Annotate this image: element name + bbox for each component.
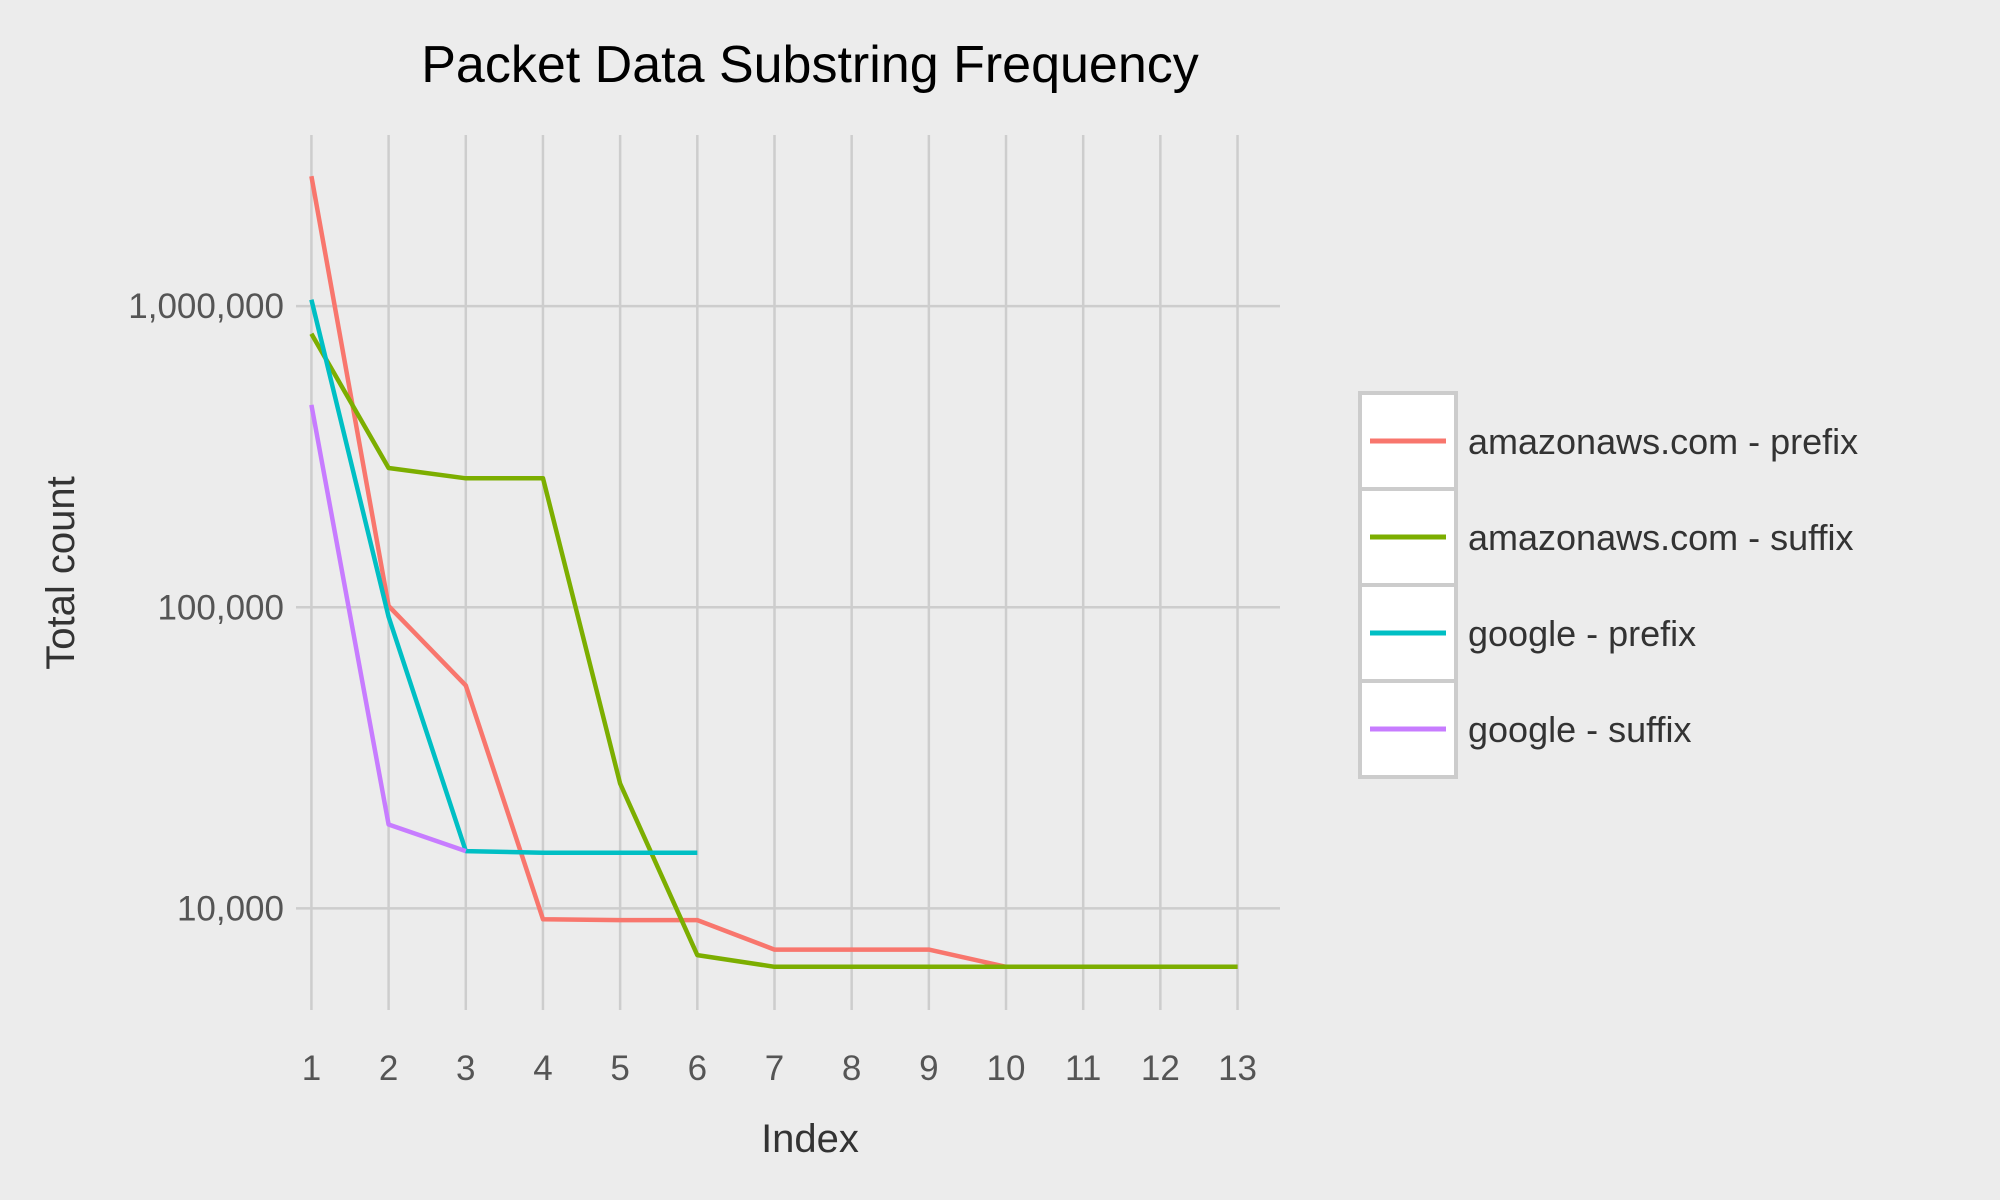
series-line bbox=[309, 404, 467, 854]
x-tick-label: 10 bbox=[987, 1049, 1026, 1088]
x-tick-label: 11 bbox=[1065, 1049, 1101, 1088]
series-line bbox=[309, 332, 1238, 970]
gridlines bbox=[296, 135, 1280, 1010]
legend-label: amazonaws.com - suffix bbox=[1468, 517, 1853, 558]
x-axis-title: Index bbox=[761, 1117, 859, 1161]
x-tick-label: 1 bbox=[302, 1049, 321, 1088]
legend: amazonaws.com - prefix amazonaws.com - su… bbox=[1358, 391, 1858, 779]
x-tick-label: 2 bbox=[379, 1049, 398, 1088]
y-tick-label: 100,000 bbox=[157, 588, 284, 627]
x-tick-label: 6 bbox=[688, 1049, 707, 1088]
series-line bbox=[309, 299, 698, 856]
x-tick-label: 3 bbox=[456, 1049, 475, 1088]
y-tick-label: 10,000 bbox=[177, 889, 284, 928]
legend-label: google - prefix bbox=[1468, 613, 1696, 654]
x-tick-label: 13 bbox=[1218, 1049, 1257, 1088]
x-tick-label: 12 bbox=[1141, 1049, 1180, 1088]
y-axis-tick-labels: 10,000 100,000 1,000,000 bbox=[128, 287, 284, 928]
x-tick-label: 9 bbox=[919, 1049, 938, 1088]
x-tick-label: 7 bbox=[765, 1049, 784, 1088]
legend-label: google - suffix bbox=[1468, 709, 1691, 750]
x-tick-label: 8 bbox=[842, 1049, 861, 1088]
legend-label: amazonaws.com - prefix bbox=[1468, 421, 1858, 462]
y-tick-label: 1,000,000 bbox=[128, 287, 284, 326]
x-tick-label: 4 bbox=[533, 1049, 552, 1088]
x-axis-tick-labels: 1 2 3 4 5 6 7 8 9 10 11 12 13 bbox=[302, 1049, 1257, 1088]
chart-title: Packet Data Substring Frequency bbox=[421, 36, 1199, 94]
series-lines bbox=[309, 175, 1238, 970]
y-axis-title: Total count bbox=[39, 476, 83, 669]
x-tick-label: 5 bbox=[610, 1049, 629, 1088]
